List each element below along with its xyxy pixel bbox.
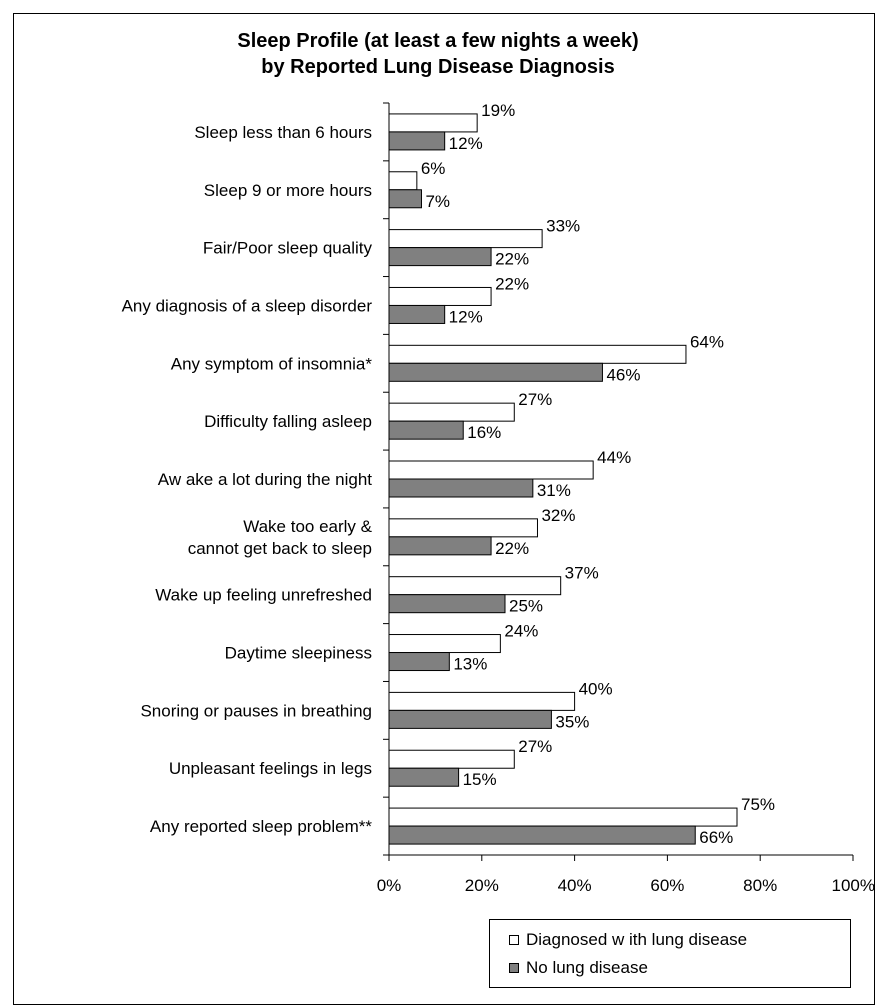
bar-diagnosed-7 xyxy=(388,518,538,538)
category-label-9: Daytime sleepiness xyxy=(225,644,372,663)
legend-swatch-no-disease xyxy=(509,963,519,973)
chart-title-line-1: Sleep Profile (at least a few nights a w… xyxy=(237,30,638,52)
bar-diagnosed-11 xyxy=(388,749,515,769)
data-label-no-disease-6: 31% xyxy=(537,481,571,500)
legend-swatch-diagnosed xyxy=(509,935,519,945)
data-label-diagnosed-7: 32% xyxy=(541,506,575,525)
bar-diagnosed-8 xyxy=(388,576,562,596)
bar-diagnosed-2 xyxy=(388,229,543,249)
data-label-no-disease-10: 35% xyxy=(555,712,589,731)
bar-no-disease-1 xyxy=(388,189,422,209)
x-tick-label-3: 60% xyxy=(650,876,684,895)
data-label-diagnosed-9: 24% xyxy=(504,622,538,641)
data-label-diagnosed-5: 27% xyxy=(518,390,552,409)
data-label-no-disease-12: 66% xyxy=(699,828,733,847)
data-label-no-disease-1: 7% xyxy=(425,192,450,211)
x-tick-label-5: 100% xyxy=(832,876,875,895)
category-label-2: Fair/Poor sleep quality xyxy=(203,239,373,258)
bar-no-disease-4 xyxy=(388,362,603,382)
bar-diagnosed-4 xyxy=(388,344,687,364)
data-label-diagnosed-3: 22% xyxy=(495,274,529,293)
bar-diagnosed-3 xyxy=(388,286,492,306)
category-label-7-line-1: Wake too early & xyxy=(243,517,372,536)
data-label-diagnosed-12: 75% xyxy=(741,795,775,814)
data-label-no-disease-7: 22% xyxy=(495,539,529,558)
bar-no-disease-5 xyxy=(388,420,464,440)
bars: 19%12%6%7%33%22%22%12%64%46%27%16%44%31%… xyxy=(388,101,775,847)
bar-no-disease-2 xyxy=(388,247,492,267)
data-label-diagnosed-6: 44% xyxy=(597,448,631,467)
legend-label-diagnosed: Diagnosed w ith lung disease xyxy=(526,930,748,949)
bar-no-disease-11 xyxy=(388,767,460,787)
data-label-no-disease-11: 15% xyxy=(463,770,497,789)
bar-no-disease-12 xyxy=(388,825,696,845)
bar-no-disease-9 xyxy=(388,652,450,672)
category-labels: Sleep less than 6 hours Sleep 9 or more h… xyxy=(122,123,373,836)
data-label-diagnosed-0: 19% xyxy=(481,101,515,120)
chart-title-line-2: by Reported Lung Disease Diagnosis xyxy=(261,56,614,78)
category-label-4: Any symptom of insomnia* xyxy=(171,354,373,373)
data-label-diagnosed-2: 33% xyxy=(546,217,580,236)
data-label-no-disease-0: 12% xyxy=(449,134,483,153)
legend-label-no-disease: No lung disease xyxy=(526,958,648,977)
bar-diagnosed-0 xyxy=(388,113,478,133)
x-tick-label-2: 40% xyxy=(558,876,592,895)
x-tick-label-1: 20% xyxy=(465,876,499,895)
bar-no-disease-10 xyxy=(388,709,552,729)
bar-no-disease-8 xyxy=(388,594,506,614)
chart-frame xyxy=(13,13,875,1005)
chart-title: Sleep Profile (at least a few nights a w… xyxy=(237,30,638,78)
data-label-diagnosed-1: 6% xyxy=(421,159,446,178)
data-label-no-disease-9: 13% xyxy=(453,655,487,674)
data-label-diagnosed-8: 37% xyxy=(565,564,599,583)
data-label-no-disease-5: 16% xyxy=(467,423,501,442)
category-label-7-line-2: cannot get back to sleep xyxy=(188,539,372,558)
legend-item-no-disease: No lung disease xyxy=(490,958,648,978)
legend: Diagnosed w ith lung disease No lung dis… xyxy=(489,919,851,988)
axes: 0% 20% 40% 60% 80% 100% xyxy=(377,102,875,895)
x-tick-label-4: 80% xyxy=(743,876,777,895)
bar-no-disease-0 xyxy=(388,131,446,151)
data-label-diagnosed-11: 27% xyxy=(518,737,552,756)
category-label-11: Unpleasant feelings in legs xyxy=(169,759,372,778)
category-label-6: Aw ake a lot during the night xyxy=(158,470,372,489)
data-label-no-disease-3: 12% xyxy=(449,307,483,326)
category-label-12: Any reported sleep problem** xyxy=(150,817,372,836)
bar-diagnosed-10 xyxy=(388,691,576,711)
bar-no-disease-7 xyxy=(388,536,492,556)
data-label-no-disease-2: 22% xyxy=(495,250,529,269)
data-label-diagnosed-4: 64% xyxy=(690,332,724,351)
bar-diagnosed-12 xyxy=(388,807,738,827)
category-label-8: Wake up feeling unrefreshed xyxy=(155,586,372,605)
category-label-10: Snoring or pauses in breathing xyxy=(140,701,372,720)
bar-diagnosed-6 xyxy=(388,460,594,480)
category-label-0: Sleep less than 6 hours xyxy=(194,123,372,142)
bar-diagnosed-1 xyxy=(388,171,418,191)
data-label-diagnosed-10: 40% xyxy=(579,679,613,698)
category-label-3: Any diagnosis of a sleep disorder xyxy=(122,296,373,315)
bar-no-disease-3 xyxy=(388,304,446,324)
data-label-no-disease-4: 46% xyxy=(606,365,640,384)
bar-diagnosed-9 xyxy=(388,634,501,654)
category-label-1: Sleep 9 or more hours xyxy=(204,181,372,200)
bar-no-disease-6 xyxy=(388,478,534,498)
data-label-no-disease-8: 25% xyxy=(509,597,543,616)
legend-item-diagnosed: Diagnosed w ith lung disease xyxy=(490,930,747,950)
bar-diagnosed-5 xyxy=(388,402,515,422)
x-tick-label-0: 0% xyxy=(377,876,402,895)
category-label-5: Difficulty falling asleep xyxy=(204,412,372,431)
